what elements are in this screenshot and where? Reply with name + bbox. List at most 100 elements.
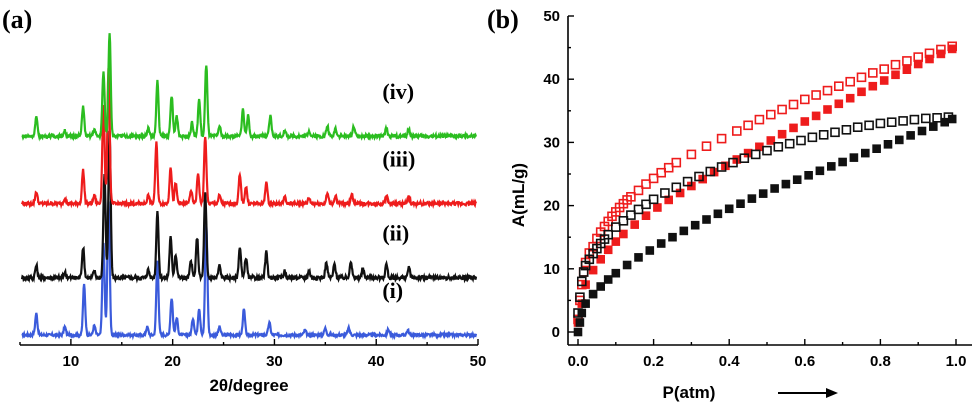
filled-square-point (811, 111, 821, 121)
isotherm-x-tick-label: 0.4 (719, 353, 741, 370)
arrow-icon (778, 388, 838, 398)
filled-square-point (577, 308, 587, 318)
hollow-square-point (796, 135, 806, 146)
filled-square-point (804, 171, 813, 180)
filled-square-point (630, 220, 640, 229)
filled-square-point (834, 99, 844, 109)
hollow-square-point (788, 99, 799, 110)
isotherm-x-axis-title: P(atm) (663, 383, 716, 402)
isotherm-x-tick-label: 0.8 (870, 353, 891, 370)
filled-square-point (619, 229, 628, 239)
hollow-square-point (818, 130, 829, 140)
filled-square-point (781, 179, 791, 189)
filled-square-point (879, 76, 889, 85)
hollow-square-point (784, 138, 795, 149)
hollow-square-point (856, 72, 867, 83)
hollow-square-point (852, 122, 863, 132)
filled-square-point (913, 59, 923, 69)
hollow-square-point (773, 142, 784, 152)
hollow-square-point (731, 126, 742, 136)
hollow-square-point (578, 267, 589, 277)
hollow-square-point (694, 171, 704, 182)
filled-square-point (747, 194, 757, 203)
isotherm-x-tick-label: 0.0 (568, 353, 589, 370)
filled-square-point (596, 282, 606, 291)
hollow-square-point (762, 145, 772, 156)
hollow-square-point (898, 116, 908, 126)
filled-square-point (906, 131, 915, 140)
filled-square-point (947, 114, 957, 124)
isotherm-points (573, 41, 958, 337)
filled-square-point (872, 144, 881, 153)
hollow-square-point (902, 56, 912, 66)
isotherm-y-tick-label: 0 (552, 324, 560, 341)
filled-square-point (857, 87, 866, 97)
filled-square-point (603, 275, 613, 284)
filled-square-point (679, 226, 689, 236)
hollow-square-point (716, 133, 727, 144)
hollow-square-point (830, 127, 840, 138)
filled-square-point (883, 140, 893, 149)
filled-square-point (800, 117, 810, 126)
isotherm-y-tick-label: 30 (543, 134, 560, 151)
filled-square-point (770, 184, 779, 193)
filled-square-point (603, 245, 613, 255)
hollow-square-point (656, 167, 667, 178)
hollow-square-point (750, 149, 761, 160)
hollow-square-point (875, 118, 886, 129)
xrd-x-tick-label: 10 (63, 353, 80, 370)
filled-square-point (622, 260, 632, 270)
hollow-square-point (890, 59, 901, 70)
filled-square-point (917, 126, 927, 136)
filled-square-point (611, 237, 621, 246)
filled-square-point (736, 199, 745, 208)
filled-square-point (849, 153, 859, 162)
xrd-trace-label: (ii) (382, 221, 409, 246)
hollow-square-point (845, 76, 856, 87)
isotherm-x-tick-label: 1.0 (946, 353, 967, 370)
xrd-trace (20, 68, 478, 210)
hollow-square-point (626, 192, 636, 202)
hollow-square-point (701, 141, 712, 151)
hollow-square-point (867, 68, 878, 78)
hollow-square-point (671, 182, 682, 193)
xrd-trace-label: (i) (382, 278, 403, 303)
filled-square-point (575, 318, 585, 327)
filled-square-point (653, 203, 662, 212)
filled-square-point (656, 239, 666, 248)
hollow-square-point (663, 162, 674, 173)
hollow-square-point (686, 149, 697, 160)
isotherm-x-tick-label: 0.2 (643, 353, 664, 370)
filled-square-point (792, 175, 802, 184)
hollow-square-point (648, 194, 659, 205)
filled-square-point (902, 65, 912, 74)
hollow-square-point (576, 276, 587, 287)
filled-square-point (641, 211, 651, 220)
filled-square-point (891, 70, 900, 80)
xrd-panel: (a) 10 20 30 40 50 (i) (ii) (iii) (iv) 2θ/degre… (2, 5, 486, 395)
hollow-square-point (811, 90, 821, 100)
hollow-square-point (671, 157, 682, 168)
filled-square-point (690, 220, 700, 230)
hollow-square-point (777, 104, 787, 115)
filled-square-point (940, 117, 950, 127)
filled-square-point (588, 289, 598, 299)
hollow-square-point (641, 179, 651, 189)
filled-square-point (702, 215, 711, 224)
hollow-square-point (660, 188, 670, 198)
hollow-square-point (909, 114, 920, 125)
filled-square-point (826, 162, 836, 171)
xrd-trace-labels: (i) (ii) (iii) (iv) (382, 79, 415, 303)
filled-square-point (925, 54, 934, 64)
hollow-square-point (822, 85, 833, 96)
filled-square-point (758, 189, 768, 198)
filled-square-point (766, 136, 776, 145)
xrd-x-tick-label: 20 (164, 353, 181, 370)
filled-square-point (611, 268, 621, 278)
hollow-square-point (603, 229, 614, 240)
panel-label-a: (a) (2, 5, 32, 34)
filled-square-point (789, 123, 798, 133)
hollow-square-point (932, 113, 942, 123)
filled-square-point (668, 232, 677, 242)
isotherm-y-tick-label: 20 (543, 198, 560, 215)
